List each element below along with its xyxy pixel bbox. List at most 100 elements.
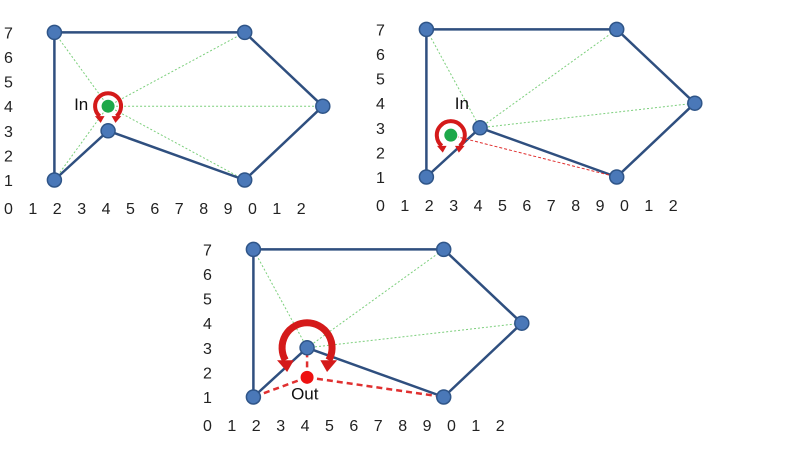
polygon-vertex xyxy=(236,172,253,188)
diagonal-line xyxy=(479,28,618,129)
x-tick-label: 8 xyxy=(199,201,208,218)
x-tick-label: 5 xyxy=(126,201,135,218)
x-tick-label: 6 xyxy=(150,201,159,218)
polygon-vertex xyxy=(245,389,262,405)
query-point-label: In xyxy=(74,95,88,114)
arc-arrowhead xyxy=(320,360,338,373)
x-tick-label: 1 xyxy=(471,418,480,435)
query-point xyxy=(100,98,116,114)
query-point xyxy=(443,127,459,143)
x-tick-label: 1 xyxy=(28,201,37,218)
polygon-vertex xyxy=(100,123,116,139)
x-tick-label: 8 xyxy=(398,418,407,435)
polygon-vertex xyxy=(435,241,452,258)
x-tick-label: 9 xyxy=(224,201,233,218)
y-tick-label: 3 xyxy=(203,341,212,358)
y-tick-label: 3 xyxy=(4,124,13,141)
x-tick-label: 6 xyxy=(522,198,531,215)
x-tick-label: 0 xyxy=(376,198,385,215)
x-tick-label: 7 xyxy=(374,418,383,435)
x-tick-label: 2 xyxy=(669,198,678,215)
x-tick-label: 1 xyxy=(227,418,236,435)
x-tick-label: 0 xyxy=(4,201,13,218)
y-tick-label: 1 xyxy=(4,173,13,190)
polygon-vertex xyxy=(514,315,530,331)
winding-arc xyxy=(278,319,336,363)
polygon-vertex xyxy=(435,389,452,405)
y-tick-label: 6 xyxy=(203,267,212,284)
x-tick-label: 6 xyxy=(349,418,358,435)
x-tick-label: 5 xyxy=(325,418,334,435)
diagonal-line xyxy=(480,102,695,129)
diagonal-line xyxy=(307,322,522,349)
x-tick-label: 2 xyxy=(496,418,505,435)
x-tick-label: 3 xyxy=(77,201,86,218)
diagonal-line xyxy=(53,105,109,181)
y-tick-label: 7 xyxy=(203,242,212,259)
y-tick-label: 4 xyxy=(376,96,385,113)
x-tick-label: 1 xyxy=(400,198,409,215)
polygon-vertex xyxy=(472,120,488,136)
query-point-label: Out xyxy=(291,384,319,403)
polygon-vertex xyxy=(608,169,625,185)
y-tick-label: 2 xyxy=(4,148,13,165)
winding-arc xyxy=(93,91,124,118)
polygon-vertex xyxy=(46,24,63,41)
y-tick-label: 7 xyxy=(4,25,13,42)
y-tick-label: 5 xyxy=(4,75,13,92)
x-tick-label: 2 xyxy=(297,201,306,218)
x-tick-label: 3 xyxy=(449,198,458,215)
x-tick-label: 0 xyxy=(248,201,257,218)
x-tick-label: 4 xyxy=(102,201,111,218)
arc-arrowhead xyxy=(111,116,122,123)
diagonal-line xyxy=(53,32,109,107)
diagonal-line xyxy=(107,31,245,107)
query-point-label: In xyxy=(455,94,469,113)
x-tick-label: 7 xyxy=(175,201,184,218)
x-tick-label: 2 xyxy=(425,198,434,215)
y-tick-label: 1 xyxy=(203,390,212,407)
arc-arrowhead xyxy=(454,145,465,153)
x-tick-label: 0 xyxy=(447,418,456,435)
arc-arrowhead xyxy=(94,116,105,123)
polygon-vertex xyxy=(245,241,262,258)
x-tick-label: 9 xyxy=(596,198,605,215)
x-tick-label: 4 xyxy=(301,418,310,435)
x-tick-label: 2 xyxy=(53,201,62,218)
y-tick-label: 6 xyxy=(4,50,13,67)
x-tick-label: 7 xyxy=(547,198,556,215)
diagonal-line xyxy=(252,249,308,349)
y-tick-label: 7 xyxy=(376,22,385,39)
y-tick-label: 6 xyxy=(376,47,385,64)
y-tick-label: 3 xyxy=(376,121,385,138)
polygon-vertex xyxy=(236,24,253,41)
arc-arrowhead xyxy=(437,145,447,153)
x-tick-label: 8 xyxy=(571,198,580,215)
diagonal-line xyxy=(425,29,481,129)
y-tick-label: 1 xyxy=(376,170,385,187)
polygon-vertex xyxy=(687,95,703,111)
y-tick-label: 5 xyxy=(376,72,385,89)
x-tick-label: 0 xyxy=(203,418,212,435)
polygon-vertex xyxy=(608,21,625,38)
x-tick-label: 0 xyxy=(620,198,629,215)
polygon-vertex xyxy=(46,172,63,188)
polygon-vertex xyxy=(299,340,315,356)
y-tick-label: 2 xyxy=(376,145,385,162)
winding-arc xyxy=(434,119,467,148)
x-tick-label: 5 xyxy=(498,198,507,215)
y-tick-label: 4 xyxy=(4,99,13,116)
red-segment xyxy=(306,376,444,399)
query-point xyxy=(299,369,315,385)
x-tick-label: 1 xyxy=(272,201,281,218)
x-tick-label: 4 xyxy=(474,198,483,215)
y-tick-label: 2 xyxy=(203,365,212,382)
red-segment xyxy=(450,134,617,178)
x-tick-label: 9 xyxy=(423,418,432,435)
polygon-vertex xyxy=(418,169,435,185)
x-tick-label: 1 xyxy=(644,198,653,215)
